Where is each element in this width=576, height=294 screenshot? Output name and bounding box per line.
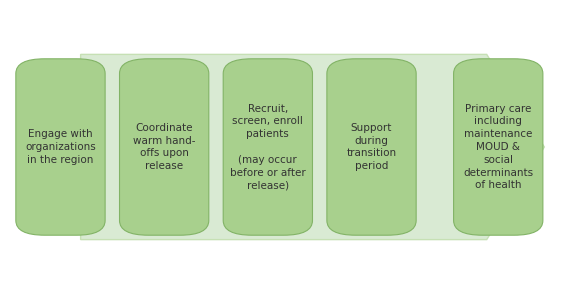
FancyBboxPatch shape [327, 59, 416, 235]
FancyBboxPatch shape [16, 59, 105, 235]
Text: Support
during
transition
period: Support during transition period [346, 123, 397, 171]
FancyBboxPatch shape [453, 59, 543, 235]
FancyBboxPatch shape [119, 59, 209, 235]
Text: Recruit,
screen, enroll
patients

(may occur
before or after
release): Recruit, screen, enroll patients (may oc… [230, 103, 306, 191]
Polygon shape [81, 54, 544, 240]
Text: Coordinate
warm hand-
offs upon
release: Coordinate warm hand- offs upon release [133, 123, 195, 171]
Text: Primary care
including
maintenance
MOUD &
social
determinants
of health: Primary care including maintenance MOUD … [463, 103, 533, 191]
Text: Engage with
organizations
in the region: Engage with organizations in the region [25, 129, 96, 165]
FancyBboxPatch shape [223, 59, 312, 235]
